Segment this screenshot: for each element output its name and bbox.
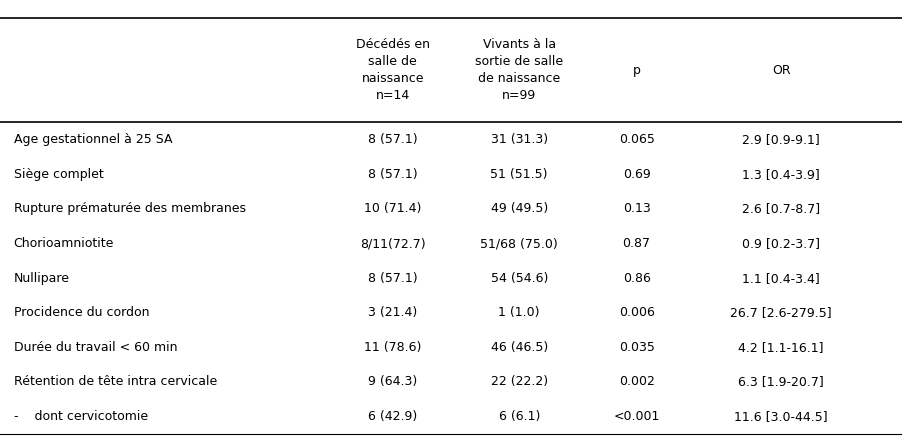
- Text: 0.002: 0.002: [618, 376, 654, 388]
- Text: 4.2 [1.1-16.1]: 4.2 [1.1-16.1]: [738, 341, 823, 354]
- Text: 54 (54.6): 54 (54.6): [490, 271, 548, 285]
- Text: 0.006: 0.006: [618, 306, 654, 319]
- Text: Nullipare: Nullipare: [14, 271, 69, 285]
- Text: Procidence du cordon: Procidence du cordon: [14, 306, 149, 319]
- Text: 8 (57.1): 8 (57.1): [368, 133, 417, 146]
- Text: 26.7 [2.6-279.5]: 26.7 [2.6-279.5]: [730, 306, 831, 319]
- Text: 0.13: 0.13: [622, 202, 649, 215]
- Text: Chorioamniotite: Chorioamniotite: [14, 237, 114, 250]
- Text: 0.87: 0.87: [621, 237, 650, 250]
- Text: 31 (31.3): 31 (31.3): [490, 133, 548, 146]
- Text: 0.69: 0.69: [622, 168, 649, 181]
- Text: Durée du travail < 60 min: Durée du travail < 60 min: [14, 341, 177, 354]
- Text: 1.1 [0.4-3.4]: 1.1 [0.4-3.4]: [741, 271, 819, 285]
- Text: 51/68 (75.0): 51/68 (75.0): [480, 237, 557, 250]
- Text: 6.3 [1.9-20.7]: 6.3 [1.9-20.7]: [738, 376, 823, 388]
- Text: Rétention de tête intra cervicale: Rétention de tête intra cervicale: [14, 376, 216, 388]
- Text: -    dont cervicotomie: - dont cervicotomie: [14, 410, 148, 423]
- Text: 0.065: 0.065: [618, 133, 654, 146]
- Text: 2.6 [0.7-8.7]: 2.6 [0.7-8.7]: [741, 202, 819, 215]
- Text: Vivants à la
sortie de salle
de naissance
n=99: Vivants à la sortie de salle de naissanc…: [474, 38, 563, 102]
- Text: 8 (57.1): 8 (57.1): [368, 168, 417, 181]
- Text: 9 (64.3): 9 (64.3): [368, 376, 417, 388]
- Text: Age gestationnel à 25 SA: Age gestationnel à 25 SA: [14, 133, 172, 146]
- Text: Rupture prématurée des membranes: Rupture prématurée des membranes: [14, 202, 245, 215]
- Text: Siège complet: Siège complet: [14, 168, 103, 181]
- Text: 1 (1.0): 1 (1.0): [498, 306, 539, 319]
- Text: 0.035: 0.035: [618, 341, 654, 354]
- Text: 8/11(72.7): 8/11(72.7): [360, 237, 425, 250]
- Text: 49 (49.5): 49 (49.5): [490, 202, 548, 215]
- Text: Décédés en
salle de
naissance
n=14: Décédés en salle de naissance n=14: [355, 38, 429, 102]
- Text: <0.001: <0.001: [612, 410, 659, 423]
- Text: 3 (21.4): 3 (21.4): [368, 306, 417, 319]
- Text: OR: OR: [771, 64, 789, 77]
- Text: 0.86: 0.86: [622, 271, 649, 285]
- Text: 10 (71.4): 10 (71.4): [364, 202, 421, 215]
- Text: 11.6 [3.0-44.5]: 11.6 [3.0-44.5]: [733, 410, 827, 423]
- Text: 8 (57.1): 8 (57.1): [368, 271, 417, 285]
- Text: 51 (51.5): 51 (51.5): [490, 168, 548, 181]
- Text: 46 (46.5): 46 (46.5): [490, 341, 548, 354]
- Text: 6 (42.9): 6 (42.9): [368, 410, 417, 423]
- Text: p: p: [632, 64, 640, 77]
- Text: 0.9 [0.2-3.7]: 0.9 [0.2-3.7]: [741, 237, 819, 250]
- Text: 2.9 [0.9-9.1]: 2.9 [0.9-9.1]: [741, 133, 819, 146]
- Text: 6 (6.1): 6 (6.1): [498, 410, 539, 423]
- Text: 11 (78.6): 11 (78.6): [364, 341, 421, 354]
- Text: 22 (22.2): 22 (22.2): [490, 376, 548, 388]
- Text: 1.3 [0.4-3.9]: 1.3 [0.4-3.9]: [741, 168, 819, 181]
